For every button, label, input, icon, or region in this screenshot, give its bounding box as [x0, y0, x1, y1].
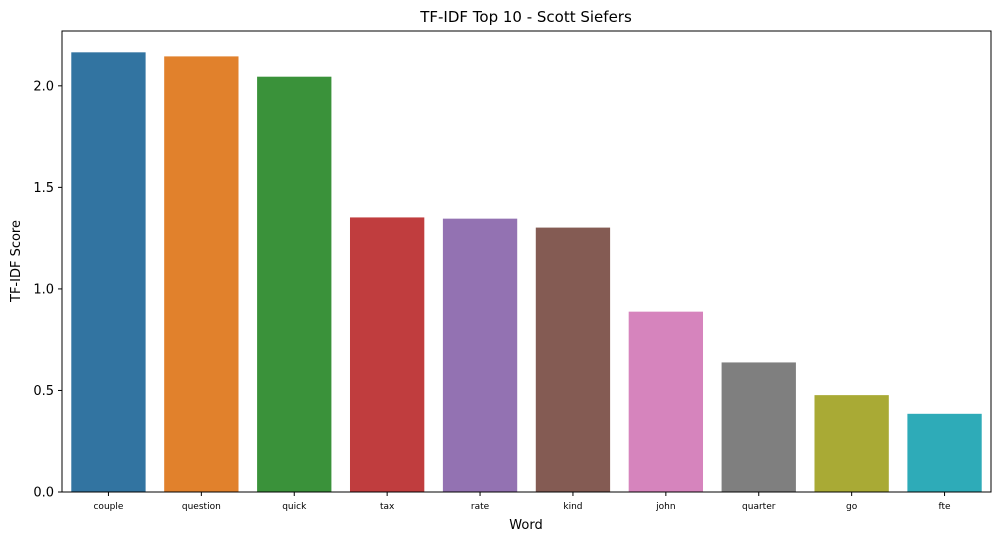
x-tick-label: fte — [939, 502, 952, 512]
x-tick-label: quick — [282, 502, 307, 512]
x-tick-label: tax — [380, 502, 395, 512]
bar-quick — [257, 76, 332, 492]
bar-kind — [535, 227, 611, 492]
bar-go — [814, 395, 889, 492]
bar-john — [628, 311, 704, 492]
x-tick-label: kind — [563, 502, 582, 512]
y-tick-label: 2.0 — [33, 79, 54, 94]
bar-tax — [349, 217, 425, 492]
y-tick-label: 1.5 — [33, 181, 54, 196]
bar-quarter — [721, 362, 796, 492]
bars-group — [71, 52, 982, 492]
x-axis: couple question quick tax rate kind john quarte… — [93, 492, 951, 512]
x-tick-label: quarter — [742, 502, 776, 512]
y-tick-label: 1.0 — [33, 282, 54, 297]
bar-fte — [907, 413, 982, 492]
x-axis-label: Word — [509, 518, 542, 533]
bar-couple — [71, 52, 146, 492]
bar-question — [164, 56, 239, 492]
bar-rate — [442, 218, 518, 492]
x-tick-label: question — [182, 502, 221, 512]
x-tick-label: couple — [93, 502, 123, 512]
chart-title: TF-IDF Top 10 - Scott Siefers — [419, 8, 632, 26]
x-tick-label: rate — [471, 502, 490, 512]
plot-frame — [61, 30, 992, 493]
x-tick-label: john — [655, 502, 675, 512]
y-axis: 0.0 0.5 1.0 1.5 2.0 — [33, 79, 62, 501]
y-tick-label: 0.0 — [33, 486, 54, 501]
x-tick-label: go — [846, 502, 858, 512]
y-axis-label: TF-IDF Score — [9, 220, 24, 303]
y-tick-label: 0.5 — [33, 384, 54, 399]
